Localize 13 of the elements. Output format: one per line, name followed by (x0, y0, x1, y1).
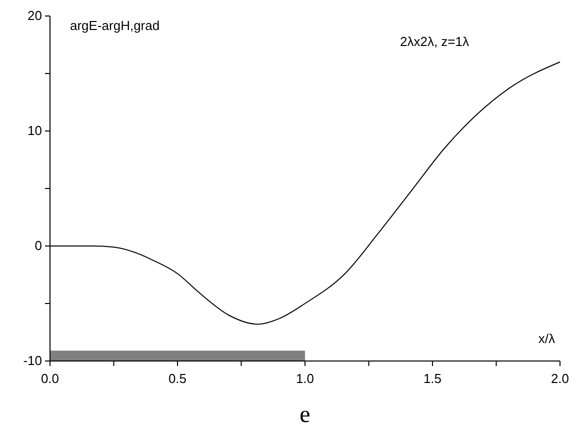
y-tick-label: 0 (34, 238, 42, 253)
x-axis-title: x/λ (538, 331, 556, 346)
text: 2λx2λ, z=1λ (400, 34, 470, 49)
x-tick-label: 1.0 (296, 371, 314, 386)
y-tick-label: -10 (23, 353, 42, 368)
text: e (300, 402, 310, 428)
x-tick-label: 0.0 (40, 371, 60, 386)
y-axis-title: argE-argH,grad (70, 18, 160, 33)
x-tick-label: 0.5 (168, 371, 187, 386)
x-tick-label: 1.5 (423, 371, 442, 386)
y-tick-label: 20 (28, 8, 42, 23)
y-tick-label: 10 (28, 123, 42, 138)
x-tick-label: 2.0 (550, 371, 570, 386)
